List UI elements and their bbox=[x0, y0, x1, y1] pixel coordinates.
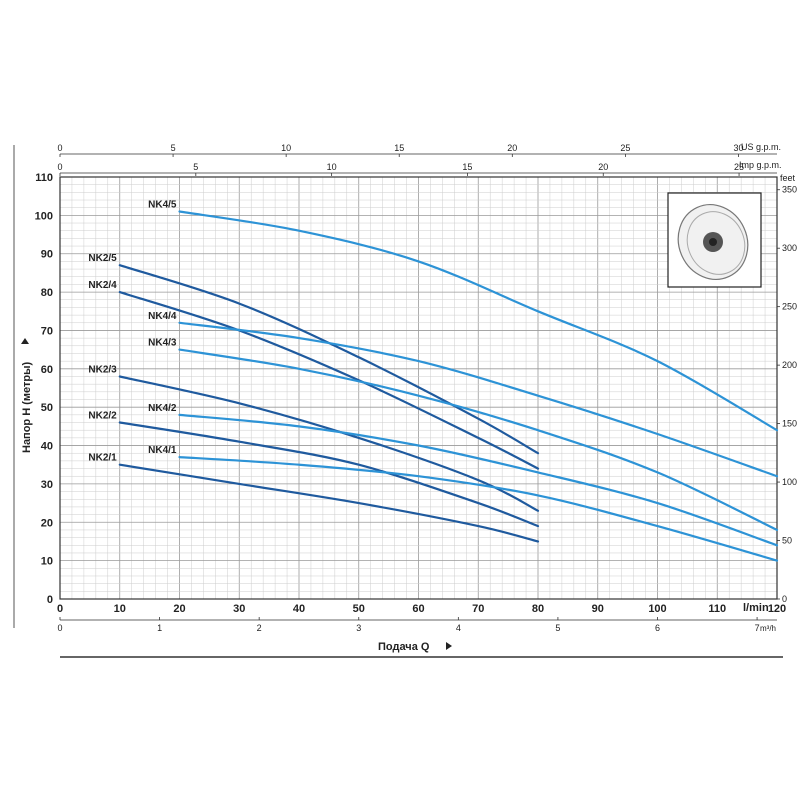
y-tick-label: 60 bbox=[41, 364, 53, 376]
curve-nk2-4 bbox=[118, 291, 540, 470]
y-tick-label: 110 bbox=[35, 172, 53, 184]
y-tick-label: 80 bbox=[41, 287, 53, 299]
x-tick-label: 60 bbox=[412, 603, 424, 615]
m3h-tick-label: 7 bbox=[755, 623, 760, 633]
imp-gpm-tick-label: 15 bbox=[462, 162, 472, 172]
series-layer: NK2/1 NK2/2 NK2/3 NK2/4 NK2/5 NK4/1 NK4/2 NK4/3… bbox=[88, 200, 779, 562]
series-label-nk4-4: NK4/4 bbox=[148, 311, 177, 322]
series-label-nk2-4: NK2/4 bbox=[88, 280, 117, 291]
top-axis-unit-us-gpm: US g.p.m. bbox=[741, 142, 781, 152]
curve-nk4-3 bbox=[178, 348, 779, 531]
us-gpm-tick-label: 30 bbox=[733, 143, 743, 153]
curve-nk2-2 bbox=[118, 421, 540, 528]
x-tick-label: 40 bbox=[293, 603, 305, 615]
feet-tick-label: 350 bbox=[782, 185, 797, 195]
right-axis-unit-feet: feet bbox=[780, 173, 796, 183]
m3h-tick-label: 5 bbox=[555, 623, 560, 633]
curve-nk2-5 bbox=[118, 264, 540, 455]
x-tick-label: 50 bbox=[353, 603, 365, 615]
m3h-tick-label: 1 bbox=[157, 623, 162, 633]
x-tick-label: 20 bbox=[173, 603, 185, 615]
x-tick-label: 80 bbox=[532, 603, 544, 615]
y-tick-label: 20 bbox=[41, 517, 53, 529]
imp-gpm-tick-label: 0 bbox=[57, 162, 62, 172]
x-axis-title: Подача Q bbox=[378, 641, 430, 653]
feet-tick-label: 300 bbox=[782, 243, 797, 253]
curve-nk2-1 bbox=[118, 463, 540, 543]
series-label-nk2-3: NK2/3 bbox=[88, 364, 117, 375]
us-gpm-tick-label: 10 bbox=[281, 143, 291, 153]
y-tick-label: 50 bbox=[41, 402, 53, 414]
m3h-tick-label: 0 bbox=[57, 623, 62, 633]
x-tick-label: 110 bbox=[708, 603, 726, 615]
m3h-tick-label: 6 bbox=[655, 623, 660, 633]
feet-tick-label: 200 bbox=[782, 360, 797, 370]
series-label-nk4-2: NK4/2 bbox=[148, 403, 177, 414]
m3h-tick-label: 2 bbox=[257, 623, 262, 633]
us-gpm-tick-label: 5 bbox=[171, 143, 176, 153]
imp-gpm-tick-label: 10 bbox=[327, 162, 337, 172]
plot-area-border bbox=[59, 176, 778, 600]
y-axis-title-arrow-icon bbox=[21, 338, 29, 344]
x-tick-label: 70 bbox=[472, 603, 484, 615]
chart-grid bbox=[60, 177, 777, 599]
series-label-nk2-5: NK2/5 bbox=[88, 253, 117, 264]
imp-gpm-tick-label: 20 bbox=[598, 162, 608, 172]
y-tick-label: 10 bbox=[41, 556, 53, 568]
x-tick-label: 120 bbox=[768, 603, 786, 615]
tick-layer: 0 10 20 30 40 50 60 70 80 90 100 110 120010203040506… bbox=[35, 143, 797, 633]
series-label-nk2-2: NK2/2 bbox=[88, 411, 117, 422]
y-tick-label: 0 bbox=[47, 594, 53, 606]
y-tick-label: 90 bbox=[41, 249, 53, 261]
impeller-inset bbox=[667, 192, 762, 288]
us-gpm-tick-label: 0 bbox=[57, 143, 62, 153]
series-label-nk4-5: NK4/5 bbox=[148, 200, 177, 211]
feet-tick-label: 250 bbox=[782, 302, 797, 312]
feet-tick-label: 150 bbox=[782, 419, 797, 429]
series-label-nk2-1: NK2/1 bbox=[88, 453, 117, 464]
feet-tick-label: 50 bbox=[782, 536, 792, 546]
x-tick-label: 10 bbox=[114, 603, 126, 615]
series-label-nk4-3: NK4/3 bbox=[148, 338, 177, 349]
impeller-rim bbox=[686, 211, 746, 275]
curve-nk4-4 bbox=[178, 321, 779, 478]
imp-gpm-tick-label: 5 bbox=[193, 162, 198, 172]
series-label-nk4-1: NK4/1 bbox=[148, 445, 177, 456]
curve-nk4-5 bbox=[178, 210, 779, 432]
x-tick-label: 100 bbox=[648, 603, 666, 615]
x-axis-unit-lmin: l/min bbox=[743, 602, 769, 614]
x-tick-label: 30 bbox=[233, 603, 245, 615]
y-tick-label: 70 bbox=[41, 325, 53, 337]
y-tick-label: 100 bbox=[35, 210, 53, 222]
impeller-hub-center bbox=[709, 238, 717, 246]
feet-tick-label: 0 bbox=[782, 594, 787, 604]
curve-nk4-1 bbox=[178, 456, 779, 562]
y-axis-title: Напор H (метры) bbox=[21, 362, 33, 453]
x-tick-label: 90 bbox=[592, 603, 604, 615]
feet-tick-label: 100 bbox=[782, 477, 797, 487]
top-axis-unit-imp-gpm: Imp g.p.m. bbox=[739, 160, 782, 170]
us-gpm-tick-label: 15 bbox=[394, 143, 404, 153]
y-tick-label: 40 bbox=[41, 441, 53, 453]
curve-nk2-3 bbox=[118, 375, 540, 512]
y-tick-label: 30 bbox=[41, 479, 53, 491]
curve-nk4-2 bbox=[178, 413, 779, 547]
x-axis-unit-m3h: m³/h bbox=[760, 624, 776, 633]
imp-gpm-tick-label: 25 bbox=[734, 162, 744, 172]
x-axis-title-arrow-icon bbox=[446, 642, 452, 650]
us-gpm-tick-label: 20 bbox=[507, 143, 517, 153]
us-gpm-tick-label: 25 bbox=[620, 143, 630, 153]
m3h-tick-label: 3 bbox=[356, 623, 361, 633]
x-tick-label: 0 bbox=[57, 603, 63, 615]
m3h-tick-label: 4 bbox=[456, 623, 461, 633]
